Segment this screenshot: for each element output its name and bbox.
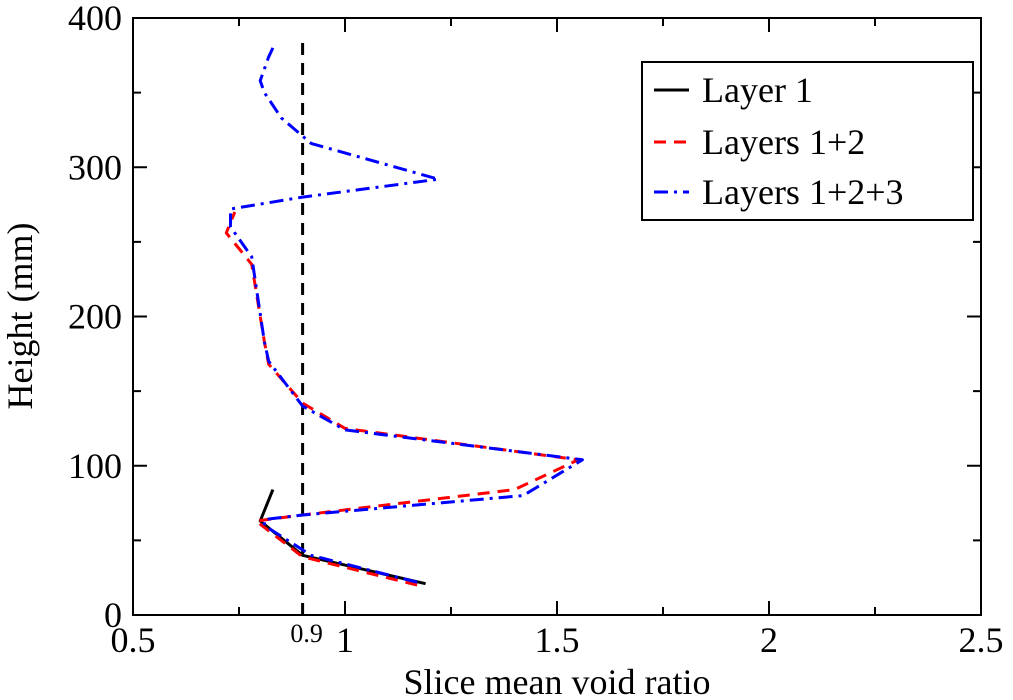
x-tick-label: 0.5 — [111, 620, 156, 660]
series-line-layer-1 — [258, 489, 426, 586]
y-tick-label: 400 — [68, 0, 122, 38]
x-tick-label: 2.5 — [959, 620, 1004, 660]
x-tick-labels: 0.5 1 1.5 2 2.5 — [111, 620, 1004, 660]
x-tick-label: 1 — [336, 620, 354, 660]
legend-box — [641, 61, 974, 221]
series-line-layers-1-2-3 — [229, 47, 584, 584]
legend-label-layers-1-2-3: Layers 1+2+3 — [702, 172, 904, 212]
series-lines — [224, 47, 584, 587]
y-tick-label: 300 — [68, 147, 122, 187]
y-tick-label: 200 — [68, 297, 122, 337]
y-tick-labels: 0 100 200 300 400 — [68, 0, 122, 635]
legend-label-layers-1-2: Layers 1+2 — [702, 122, 865, 162]
y-tick-label: 0 — [104, 595, 122, 635]
series-line-layers-1-2 — [224, 211, 580, 587]
y-axis-title: Height (mm) — [0, 223, 40, 410]
x-axis-title: Slice mean void ratio — [404, 662, 711, 700]
legend: Layer 1 Layers 1+2 Layers 1+2+3 — [641, 61, 974, 221]
legend-label-layer-1: Layer 1 — [702, 70, 813, 110]
y-tick-label: 100 — [68, 446, 122, 486]
x-tick-label: 1.5 — [535, 620, 580, 660]
tick-marks — [132, 17, 982, 616]
reference-line-label: 0.9 — [290, 619, 323, 648]
x-tick-label: 2 — [760, 620, 778, 660]
